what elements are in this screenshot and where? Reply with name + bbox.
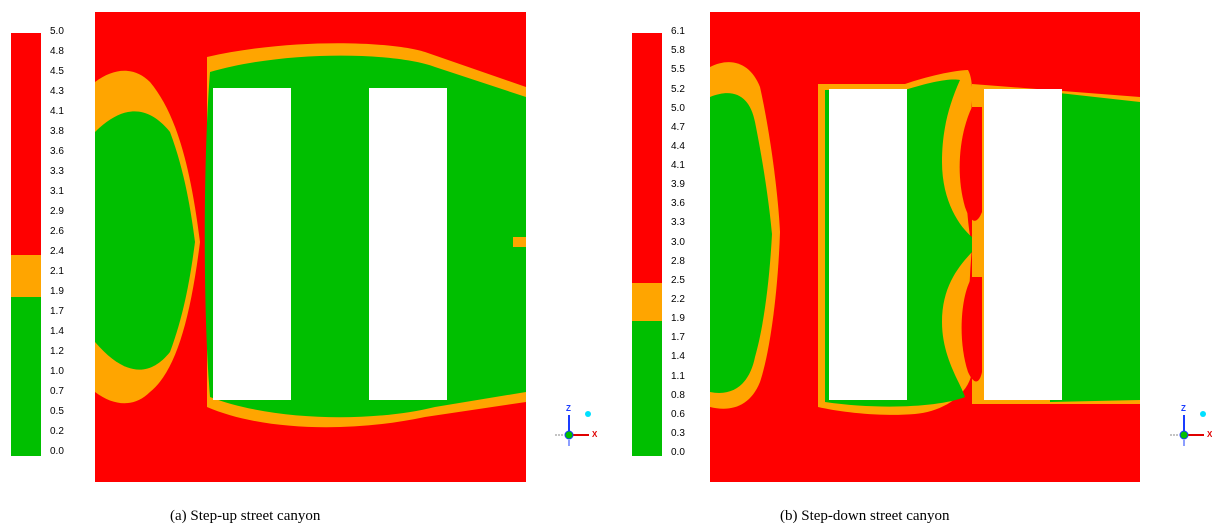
legend-tick: 5.8	[671, 45, 685, 56]
legend-tick: 6.1	[671, 26, 685, 37]
region-low-right	[1050, 92, 1140, 402]
legend-tick: 1.0	[50, 366, 64, 377]
region-low-left	[95, 111, 195, 370]
building-1	[213, 88, 291, 400]
color-legend-bar	[632, 33, 662, 456]
legend-tick: 0.2	[50, 426, 64, 437]
legend-tick: 2.6	[50, 226, 64, 237]
region-high-upper-pocket	[959, 107, 982, 221]
legend-tick: 0.0	[671, 447, 685, 458]
legend-tick: 0.7	[50, 386, 64, 397]
legend-tick: 2.1	[50, 266, 64, 277]
legend-tick: 2.2	[671, 294, 685, 305]
legend-tick: 0.3	[671, 428, 685, 439]
contour-plot	[95, 12, 526, 482]
legend-tick: 5.2	[671, 84, 685, 95]
legend-band-mid	[632, 283, 662, 321]
legend-tick: 2.9	[50, 206, 64, 217]
axis-triad: Z X	[555, 405, 603, 449]
legend-tick: 3.3	[671, 217, 685, 228]
panel-step-down: 6.1 5.8 5.5 5.2 5.0 4.7 4.4 4.1 3.9 3.6 …	[621, 0, 1212, 530]
legend-tick: 4.4	[671, 141, 685, 152]
legend-tick: 1.2	[50, 346, 64, 357]
legend-tick: 3.3	[50, 166, 64, 177]
legend-tick: 1.4	[671, 351, 685, 362]
legend-tick: 1.1	[671, 371, 685, 382]
legend-tick: 4.8	[50, 46, 64, 57]
legend-tick: 2.8	[671, 256, 685, 267]
panel-caption: (a) Step-up street canyon	[170, 508, 321, 524]
axis-x-label: X	[1207, 430, 1212, 439]
legend-tick: 3.6	[671, 198, 685, 209]
panel-caption: (b) Step-down street canyon	[780, 508, 950, 524]
legend-tick: 1.9	[671, 313, 685, 324]
axis-triad-icon	[1170, 411, 1206, 446]
axis-triad: Z X	[1170, 405, 1212, 449]
legend-band-mid	[11, 255, 41, 297]
legend-tick: 4.5	[50, 66, 64, 77]
legend-tick: 1.4	[50, 326, 64, 337]
building-2	[984, 89, 1062, 400]
legend-tick: 2.5	[671, 275, 685, 286]
panel-step-up: 5.0 4.8 4.5 4.3 4.1 3.8 3.6 3.3 3.1 2.9 …	[11, 12, 603, 524]
legend-tick: 1.7	[50, 306, 64, 317]
legend-band-high	[11, 33, 41, 255]
legend-tick: 4.3	[50, 86, 64, 97]
legend-tick: 0.8	[671, 390, 685, 401]
legend-tick: 3.9	[671, 179, 685, 190]
axis-z-label: Z	[566, 404, 571, 413]
legend-tick: 4.7	[671, 122, 685, 133]
legend-tick: 0.0	[50, 446, 64, 457]
legend-tick: 3.6	[50, 146, 64, 157]
building-1	[829, 89, 907, 400]
legend-tick: 2.4	[50, 246, 64, 257]
axis-z-label: Z	[1181, 404, 1186, 413]
legend-band-low	[11, 297, 41, 456]
legend-tick: 5.0	[671, 103, 685, 114]
legend-tick: 3.0	[671, 237, 685, 248]
legend-tick: 0.6	[671, 409, 685, 420]
legend-tick: 4.1	[671, 160, 685, 171]
legend-band-high	[632, 33, 662, 283]
legend-tick: 5.0	[50, 26, 64, 37]
color-legend-bar	[11, 33, 41, 456]
contour-plot	[710, 12, 1140, 482]
axis-x-label: X	[592, 430, 598, 439]
axis-triad-icon	[555, 411, 591, 446]
building-2	[369, 88, 447, 400]
legend-tick: 5.5	[671, 64, 685, 75]
legend-tick: 4.1	[50, 106, 64, 117]
region-high-lower-pocket	[961, 277, 982, 382]
legend-band-low	[632, 321, 662, 456]
legend-tick: 3.8	[50, 126, 64, 137]
legend-tick: 0.5	[50, 406, 64, 417]
legend-tick: 3.1	[50, 186, 64, 197]
legend-tick: 1.9	[50, 286, 64, 297]
region-low-left	[710, 93, 772, 393]
legend-tick: 1.7	[671, 332, 685, 343]
